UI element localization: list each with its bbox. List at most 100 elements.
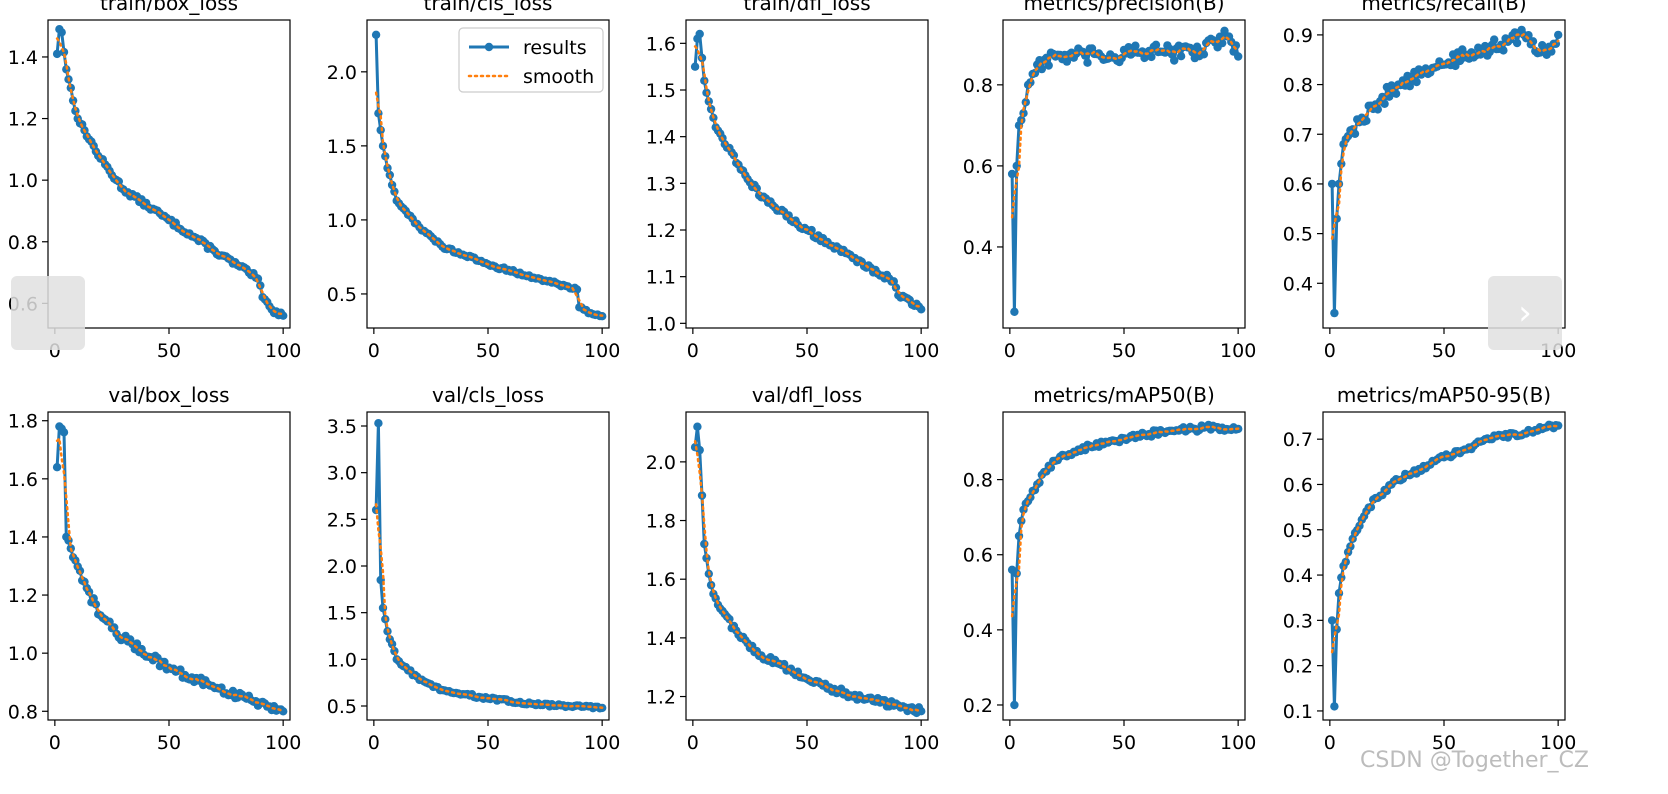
results-point [1330, 308, 1339, 318]
results-series-line [1010, 29, 1240, 314]
plot-frame [685, 411, 929, 721]
results-point [1391, 89, 1401, 98]
x-tick-label: 0 [687, 732, 699, 754]
results-point [1327, 616, 1337, 625]
results-series-line [374, 421, 603, 710]
results-point [381, 152, 390, 161]
y-tick-label: 0.7 [1283, 429, 1313, 451]
chevron-right-icon: › [1518, 293, 1532, 333]
y-tick-label: 0.6 [963, 156, 993, 178]
y-tick-label: 1.0 [327, 649, 357, 671]
results-point [1327, 179, 1337, 189]
y-tick-label: 1.5 [327, 603, 357, 625]
subplot-2: train/cls_loss 0.5 1.0 1.5 2.0 0 50 100 results s… [327, 0, 621, 362]
subplot-title: val/box_loss [108, 383, 229, 407]
results-point [228, 686, 238, 696]
y-tick-label: 0.4 [963, 620, 993, 642]
x-tick-label: 100 [1220, 340, 1256, 362]
y-tick-label: 0.2 [963, 695, 993, 717]
smooth-series-line [1330, 424, 1560, 654]
smooth-series-line [693, 440, 923, 712]
results-point [704, 97, 713, 106]
results-point [1083, 58, 1092, 67]
results-point [1151, 40, 1161, 49]
results-point [1046, 463, 1056, 472]
y-tick-label: 0.8 [963, 470, 993, 492]
subplot-title: train/box_loss [100, 0, 238, 15]
x-tick-label: 0 [368, 732, 380, 754]
y-tick-label: 1.0 [8, 170, 38, 192]
plot-frame [366, 411, 610, 721]
y-tick-label: 1.2 [8, 109, 38, 131]
x-tick-label: 50 [1112, 340, 1136, 362]
results-point [52, 49, 62, 59]
results-point [1131, 41, 1140, 50]
legend-smooth-label: smooth [523, 66, 594, 88]
y-tick-label: 0.6 [963, 545, 993, 567]
smooth-series-line [1010, 35, 1240, 219]
subplot-title: metrics/mAP50-95(B) [1337, 383, 1551, 407]
x-tick-label: 100 [1220, 732, 1256, 754]
results-point [1124, 43, 1133, 52]
subplot-title: metrics/recall(B) [1361, 0, 1526, 15]
smooth-series-line [374, 503, 604, 709]
smooth-series-line [55, 436, 285, 712]
x-tick-label: 100 [584, 340, 620, 362]
smooth-series-line [1330, 32, 1560, 240]
y-tick-label: 0.8 [8, 701, 38, 723]
y-tick-label: 1.6 [646, 569, 676, 591]
results-point [693, 422, 702, 431]
y-tick-label: 1.0 [327, 210, 357, 232]
y-tick-label: 3.0 [327, 463, 357, 485]
subplot-title: train/dfl_loss [743, 0, 870, 15]
results-point [1044, 61, 1053, 70]
subplot-8: val/dfl_loss 1.2 1.4 1.6 1.8 2.0 0 50 100 [646, 383, 940, 754]
y-tick-label: 3.5 [327, 416, 357, 438]
y-tick-label: 1.4 [646, 628, 676, 650]
y-tick-label: 2.5 [327, 509, 357, 531]
x-tick-label: 100 [903, 340, 939, 362]
y-tick-label: 0.8 [963, 75, 993, 97]
subplot-title: val/cls_loss [432, 383, 544, 407]
y-tick-label: 0.4 [1283, 565, 1313, 587]
results-point [160, 657, 169, 667]
results-point [1199, 50, 1209, 59]
y-tick-label: 0.8 [1283, 75, 1313, 97]
results-point [1373, 105, 1383, 114]
results-point [1010, 700, 1019, 710]
results-point [1490, 35, 1499, 44]
results-point [59, 428, 69, 437]
results-point [176, 665, 185, 674]
results-point [371, 30, 381, 39]
results-point [110, 623, 119, 632]
y-tick-label: 0.5 [1283, 520, 1313, 542]
legend: results smooth [458, 27, 604, 93]
y-tick-label: 1.0 [8, 643, 38, 665]
results-series-line [1330, 423, 1559, 708]
results-point [105, 617, 114, 626]
results-point [1554, 421, 1563, 430]
subplot-7: val/cls_loss 0.5 1.0 1.5 2.0 2.5 3.0 3.5 0 50 100 [327, 383, 621, 754]
subplot-title: metrics/mAP50(B) [1033, 383, 1215, 407]
results-point [1405, 82, 1415, 91]
y-tick-label: 1.1 [646, 267, 676, 289]
y-tick-label: 2.0 [646, 452, 676, 474]
results-point [917, 707, 926, 716]
results-point [1037, 64, 1047, 74]
y-tick-label: 1.6 [646, 33, 676, 55]
x-tick-label: 0 [1004, 340, 1016, 362]
x-tick-label: 50 [1432, 732, 1456, 754]
y-tick-label: 0.4 [963, 237, 993, 259]
prev-slide-button[interactable] [11, 276, 85, 350]
x-tick-label: 0 [1324, 340, 1336, 362]
results-point [52, 463, 62, 472]
results-point [1334, 179, 1344, 189]
subplot-title: val/dfl_loss [752, 383, 862, 407]
y-tick-label: 1.2 [8, 585, 38, 607]
results-point [1512, 38, 1522, 48]
plot-frame [47, 411, 291, 721]
y-tick-label: 0.8 [8, 232, 38, 254]
next-slide-button[interactable]: › [1488, 276, 1562, 350]
